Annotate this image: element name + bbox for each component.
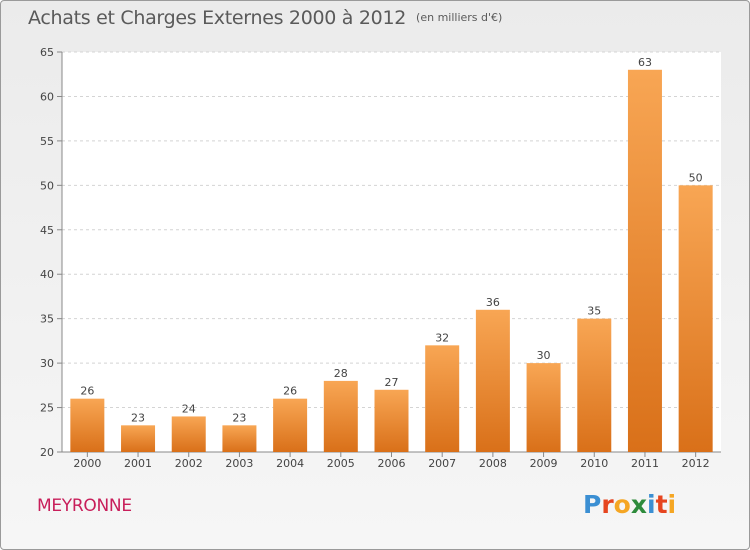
bar-2003 [222,425,257,452]
data-label: 30 [537,349,551,362]
data-label: 24 [182,402,196,415]
x-tick-label: 2003 [225,457,253,470]
bar-2005 [323,380,358,452]
data-label: 36 [486,296,500,309]
x-tick-label: 2007 [428,457,456,470]
logo-letter: o [613,490,631,519]
logo-letter: x [630,490,647,519]
logo-letter: i [647,490,656,519]
y-tick-label: 25 [40,402,54,415]
data-label: 26 [80,385,94,398]
y-tick-label: 40 [40,268,54,281]
data-label: 50 [689,171,703,184]
title-text: Achats et Charges Externes 2000 à 2012 [28,7,407,29]
x-tick-label: 2001 [124,457,152,470]
bar-2001 [121,425,156,452]
bar-2004 [273,398,308,452]
bar-2010 [577,318,612,452]
proxiti-logo: Proxiti [583,490,676,519]
bar-2008 [475,309,510,452]
y-tick-label: 45 [40,224,54,237]
y-tick-label: 65 [40,46,54,59]
y-tick-label: 50 [40,179,54,192]
bar-2012 [678,185,713,453]
bar-2009 [526,363,561,452]
x-tick-label: 2010 [580,457,608,470]
x-tick-label: 2002 [175,457,203,470]
logo-letter: t [655,490,668,519]
x-tick-label: 2008 [479,457,507,470]
logo-letter: i [667,490,677,519]
bar-2007 [425,345,460,452]
x-tick-label: 2000 [73,457,101,470]
data-label: 26 [283,385,297,398]
commune-name: MEYRONNE [37,496,132,516]
bar-2000 [70,398,105,452]
data-label: 28 [334,367,348,380]
logo-letter: P [583,490,602,519]
y-tick-label: 60 [40,90,54,103]
unit-label: (en milliers d'€) [416,11,503,24]
bar-2002 [171,416,206,452]
x-tick-label: 2005 [327,457,355,470]
logo-letter: r [601,490,614,519]
bar-2006 [374,389,409,452]
data-label: 23 [131,411,145,424]
x-tick-label: 2009 [530,457,558,470]
data-label: 32 [435,331,449,344]
y-tick-label: 35 [40,313,54,326]
data-label: 23 [232,411,246,424]
y-tick-label: 30 [40,357,54,370]
data-label: 27 [385,376,399,389]
x-tick-label: 2012 [682,457,710,470]
x-tick-label: 2006 [378,457,406,470]
data-label: 63 [638,56,652,69]
y-tick-label: 20 [40,446,54,459]
y-tick-label: 55 [40,135,54,148]
x-tick-label: 2011 [631,457,659,470]
chart-title: Achats et Charges Externes 2000 à 2012 (e… [28,7,502,29]
bar-2011 [627,69,662,453]
data-label: 35 [587,305,601,318]
x-tick-label: 2004 [276,457,304,470]
